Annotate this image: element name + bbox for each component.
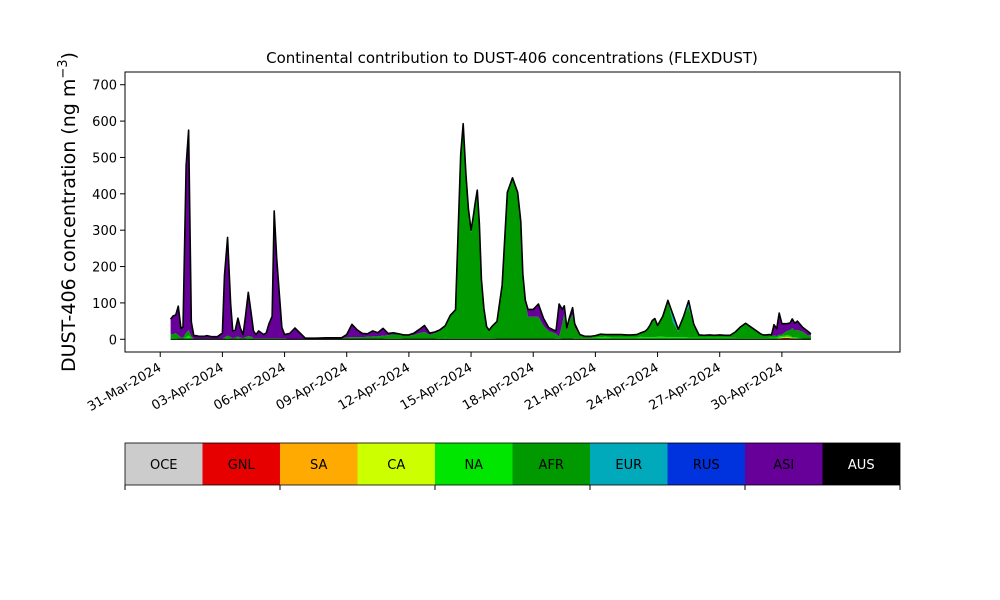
legend-label-aus: AUS (848, 458, 875, 473)
total-outline (169, 122, 812, 339)
y-axis-label: DUST-406 concentration (ng m−3) (56, 52, 80, 372)
legend-swatch-sa (280, 443, 358, 485)
legend-label-afr: AFR (539, 458, 564, 473)
legend-label-eur: EUR (615, 458, 642, 473)
area-series-na (170, 335, 811, 340)
plot-frame (124, 71, 901, 353)
y-tick-label: 200 (92, 261, 117, 276)
legend-swatch-na (435, 443, 513, 485)
legend-colorbar: OCE GNL SA CA NA AFR EUR RUS ASI AUS (124, 442, 901, 490)
legend-swatch-gnl (202, 443, 280, 485)
legend-swatch-ca (357, 443, 435, 485)
legend-label-ca: CA (387, 458, 405, 473)
y-tick-label: 0 (109, 333, 117, 348)
y-axis-label-superscript: −3 (56, 59, 71, 78)
y-tick-label: 400 (92, 188, 117, 203)
y-tick-label: 500 (92, 151, 117, 166)
y-axis-label-close: ) (58, 52, 80, 59)
area-series-eur (170, 125, 811, 339)
x-axis: 31-Mar-202403-Apr-202406-Apr-202409-Apr-… (85, 352, 786, 415)
legend-swatch-aus (822, 443, 900, 485)
legend-label-sa: SA (310, 458, 327, 473)
legend-label-na: NA (464, 458, 483, 473)
legend-label-asi: ASI (773, 458, 794, 473)
y-tick-label: 600 (92, 115, 117, 130)
y-axis: 0 100 200 300 400 500 600 700 (92, 79, 125, 348)
legend-swatch-oce (125, 443, 203, 485)
legend-label-gnl: GNL (228, 458, 256, 473)
area-series-rus (170, 125, 811, 339)
legend-swatch-rus (667, 443, 745, 485)
area-series-afr (170, 125, 811, 340)
legend-label-oce: OCE (150, 458, 178, 473)
legend-frame (124, 442, 901, 486)
legend-swatch-afr (512, 443, 590, 485)
area-series-asi (170, 123, 811, 339)
y-tick-label: 100 (92, 297, 117, 312)
area-series-aus (170, 123, 811, 339)
plot-area (124, 71, 901, 353)
legend-swatch-asi (745, 443, 823, 485)
legend-swatch-eur (590, 443, 668, 485)
y-axis-label-main: DUST-406 concentration (ng m (58, 79, 80, 372)
y-tick-label: 300 (92, 224, 117, 239)
chart-title: Continental contribution to DUST-406 con… (266, 49, 758, 67)
legend-label-rus: RUS (693, 458, 720, 473)
y-tick-label: 700 (92, 79, 117, 94)
